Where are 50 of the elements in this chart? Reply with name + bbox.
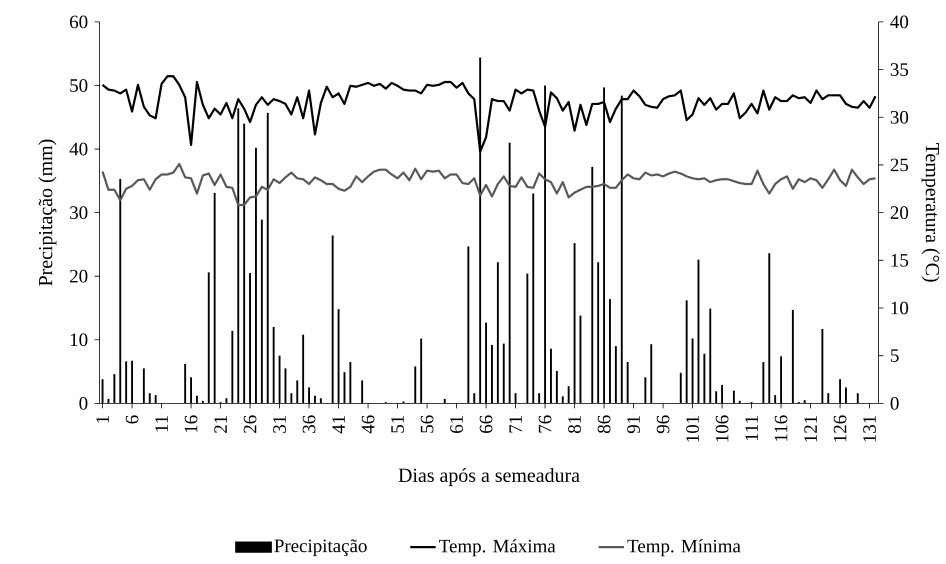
y2-tick-label: 5	[891, 350, 899, 362]
y-tick-label: 50	[70, 79, 88, 92]
x-tick-label: 76	[538, 416, 552, 433]
x-tick-label: 61	[450, 416, 463, 434]
line-series	[101, 163, 877, 206]
x-tick-label: 81	[568, 416, 581, 434]
y-tick-label: 30	[70, 206, 88, 220]
x-tick-label: 101	[686, 416, 699, 442]
y-axis-title: Precipitação (mm)	[38, 140, 56, 286]
y-tick-label: 0	[79, 397, 88, 410]
x-tick-label: 106	[716, 416, 728, 442]
x-tick-label: 91	[627, 416, 640, 434]
x-tick-label: 66	[480, 416, 492, 434]
x-tick-label: 111	[745, 416, 758, 440]
x-tick-label: 31	[273, 416, 286, 434]
x-tick-label: 11	[155, 416, 168, 432]
y-tick-label: 40	[70, 142, 88, 156]
x-tick-label: 6	[126, 416, 138, 424]
x-tick-label: 26	[244, 416, 256, 434]
y2-tick-label: 10	[892, 302, 908, 315]
x-tick-label: 96	[656, 416, 670, 434]
x-axis-title: Dias após a semeadura	[398, 468, 580, 486]
x-tick-label: 41	[332, 416, 345, 434]
y-tick-label: 20	[70, 270, 88, 283]
legend-label: Precipitação	[274, 539, 367, 556]
x-tick-label: 46	[362, 416, 374, 434]
y2-tick-label: 20	[890, 206, 908, 220]
y2-axis-title: Temperatura (°C)	[922, 143, 940, 282]
x-tick-label: 126	[834, 416, 846, 442]
x-tick-label: 56	[420, 416, 434, 433]
x-tick-label: 51	[391, 416, 404, 433]
x-tick-label: 131	[863, 416, 876, 442]
y2-tick-label: 25	[890, 158, 908, 172]
y-tick-label: 60	[70, 16, 88, 28]
x-tick-label: 16	[184, 416, 198, 432]
legend-label: Temp. Mínima	[627, 539, 741, 556]
x-tick-label: 36	[302, 416, 316, 434]
x-tick-label: 121	[804, 416, 817, 442]
y-tick-label: 10	[70, 334, 88, 346]
y2-tick-label: 40	[890, 16, 908, 28]
x-tick-label: 71	[509, 416, 522, 433]
x-tick-label: 1	[96, 416, 109, 423]
y2-tick-label: 30	[890, 111, 908, 124]
x-tick-label: 116	[774, 416, 788, 441]
x-tick-label: 21	[214, 416, 227, 434]
legend-label: Temp. Máxima	[439, 539, 556, 556]
x-tick-label: 86	[598, 416, 610, 434]
y2-tick-label: 15	[892, 254, 908, 267]
y2-tick-label: 35	[890, 63, 908, 76]
y2-tick-label: 0	[890, 397, 899, 410]
